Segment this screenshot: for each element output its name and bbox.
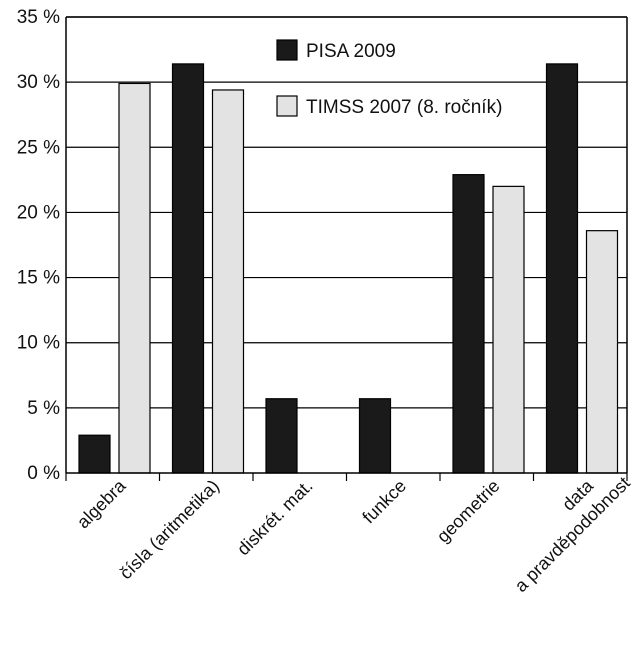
legend: PISA 2009 TIMSS 2007 (8. ročník) [276,39,502,118]
legend-swatch-timss [276,95,298,117]
x-tick-label: geometrie [433,476,504,547]
bar-pisa-2 [265,398,298,474]
bar-pisa-4 [452,174,485,474]
x-tick-label: čísla (aritmetika) [116,476,224,584]
bar-timss-5 [585,230,619,474]
y-tick-label: 0 % [27,463,60,484]
y-tick-label: 35 % [17,7,60,28]
y-tick-label: 30 % [17,72,60,93]
x-tick-label-line: čísla (aritmetika) [116,476,224,584]
x-tick-label-line: funkce [358,476,410,528]
bar-pisa-1 [171,63,205,474]
legend-label-pisa: PISA 2009 [306,41,396,62]
y-tick-label: 10 % [17,333,60,354]
y-tick-label: 25 % [17,137,60,158]
y-tick-label: 20 % [17,202,60,223]
axes [65,16,628,481]
x-tick-label: algebra [73,475,130,532]
y-tick-labels: 0 % 5 % 10 % 15 % 20 % 25 % 30 % 35 % [17,7,60,484]
bar-pisa-5 [545,63,579,474]
y-tick-label: 15 % [17,268,60,289]
bar-timss-4 [492,185,525,474]
x-tick-label: dataa pravděpodobnost [494,456,634,596]
legend-swatch-pisa [276,39,298,61]
x-tick-label-line: algebra [73,475,130,532]
x-tick-label-line: diskrét. mat. [233,476,316,559]
bar-pisa-0 [78,434,111,474]
bar-timss-0 [118,82,151,474]
x-tick-label: diskrét. mat. [233,476,316,559]
bar-pisa-3 [358,398,392,474]
bar-timss-1 [211,89,245,474]
x-tick-label-line: geometrie [433,476,504,547]
bars [78,63,619,474]
x-tick-label: funkce [358,476,410,528]
y-tick-label: 5 % [27,398,60,419]
legend-label-timss: TIMSS 2007 (8. ročník) [306,97,502,118]
